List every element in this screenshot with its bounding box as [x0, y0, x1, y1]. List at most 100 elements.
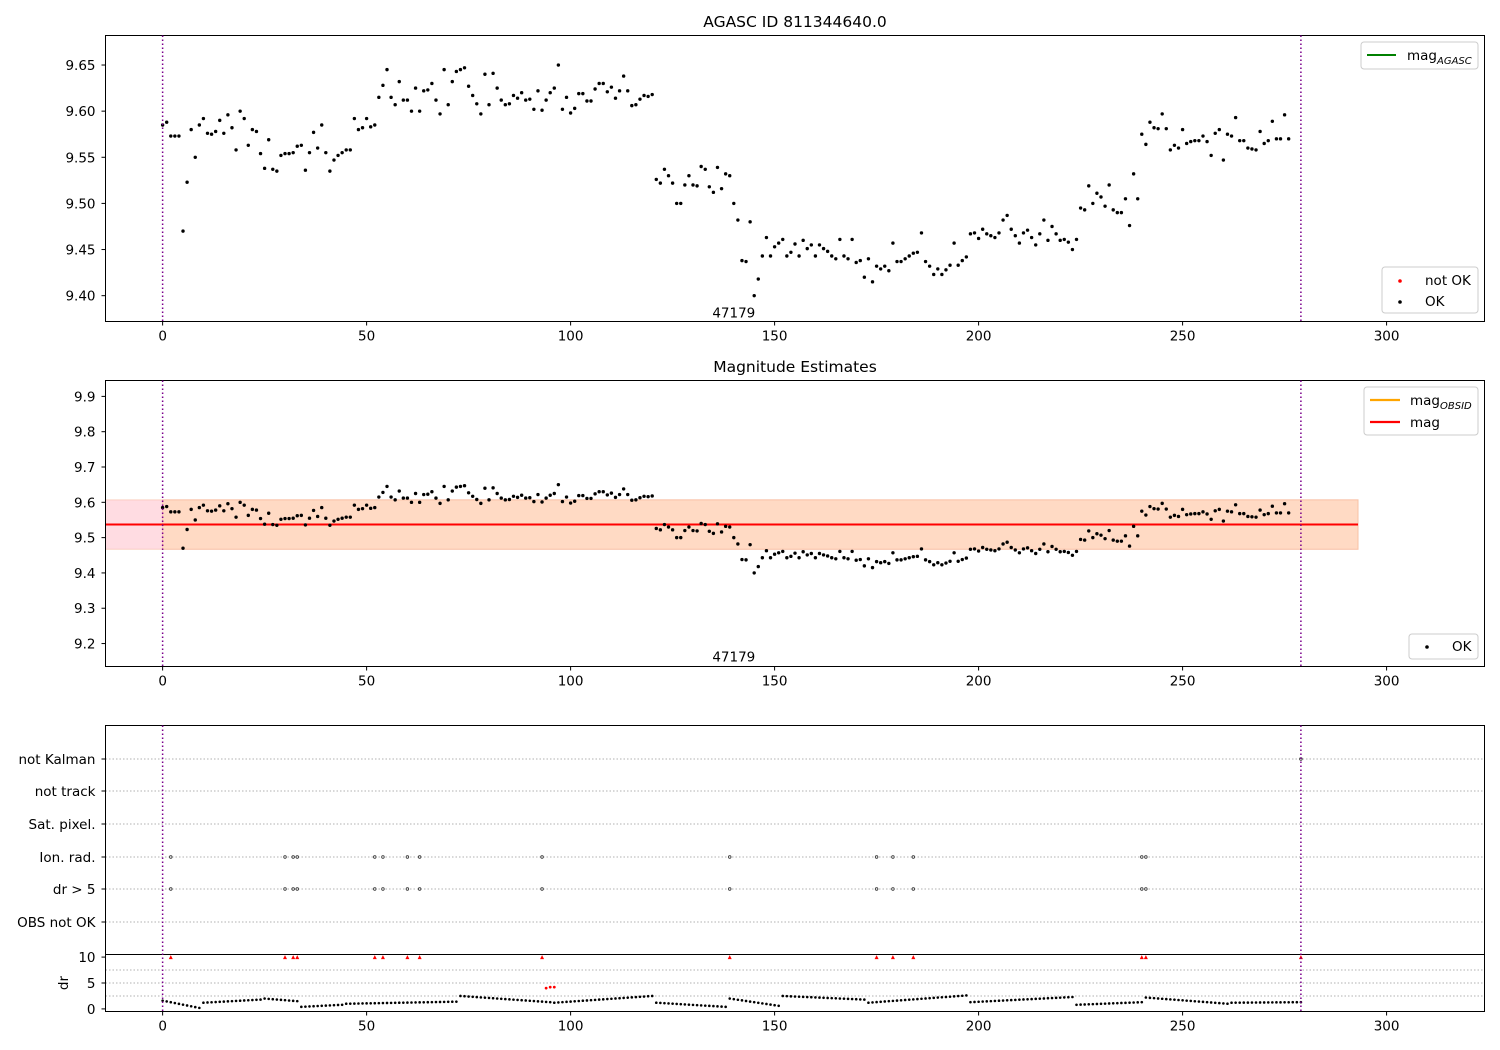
ok-point [491, 486, 495, 490]
ok-point [695, 184, 699, 188]
y-tick-label: 9.5 [74, 531, 95, 547]
ok-point [1111, 538, 1115, 542]
flag-point [911, 855, 916, 859]
ok-point [1160, 112, 1164, 116]
dr-outlier-point [544, 986, 548, 990]
x-tick-label: 200 [966, 1019, 992, 1035]
ok-point [1029, 548, 1034, 553]
dr-gridlines [105, 969, 1485, 997]
dr-point [1124, 1001, 1127, 1005]
dr-point [761, 1002, 764, 1005]
mag-legend-label: mag [1410, 415, 1440, 431]
dr-point [1071, 995, 1074, 999]
ok-point [899, 558, 903, 562]
ok-point [642, 494, 646, 499]
ok-point [470, 494, 475, 499]
dr-point [357, 1002, 360, 1005]
dr-point [642, 995, 646, 998]
flags-panel: not Kalman not track Sat. pixel. Ion. rad. d… [17, 725, 1485, 955]
ok-point [952, 551, 956, 555]
ok-point [1184, 141, 1189, 146]
agasc-x-ticks: 0 50 100 150 200 250 300 [158, 321, 1400, 345]
agasc-panel: AGASC ID 811344640.0 47179 0 50 100 150 200 2… [65, 13, 1485, 345]
ok-point [589, 99, 593, 103]
dr-point [1185, 999, 1188, 1002]
ok-point [279, 517, 283, 521]
dr-point [797, 995, 801, 998]
ok-point [1180, 507, 1185, 512]
dr-point [1054, 996, 1058, 1000]
ok-point [540, 108, 544, 112]
ok-point [487, 102, 491, 107]
ok-point [1246, 514, 1250, 519]
ok-point [524, 98, 528, 102]
ok-point [352, 116, 357, 121]
dr-point [1164, 997, 1168, 1001]
ok-point [287, 516, 291, 521]
dr-point [1079, 1003, 1082, 1006]
dr-point [1099, 1002, 1103, 1006]
dr-point [1169, 998, 1172, 1001]
dr-point [842, 997, 846, 1000]
ok-point [605, 90, 610, 94]
ok-point [915, 250, 920, 255]
x-tick-label: 50 [358, 1019, 375, 1035]
agasc-plot-frame [105, 35, 1485, 322]
dr-point [765, 1002, 768, 1006]
dr-points [161, 955, 1303, 1010]
ok-point [177, 134, 181, 138]
ok-point [801, 550, 805, 554]
ok-point [768, 556, 773, 560]
dr-point [353, 1002, 356, 1005]
ok-point [683, 528, 687, 533]
agasc-legend-label: magAGASC [1407, 48, 1472, 67]
ok-point [719, 530, 724, 534]
dr-point [1148, 996, 1152, 1000]
ok-point [442, 67, 446, 72]
dr-point [316, 1004, 319, 1008]
dr-point [1258, 1001, 1262, 1004]
ok-point [218, 504, 222, 508]
ok-point [838, 549, 842, 554]
ok-point [626, 492, 630, 497]
ok-point [515, 96, 520, 100]
dr-point [214, 1000, 217, 1004]
ok-point [1262, 512, 1266, 517]
ok-point [878, 560, 883, 565]
ok-point [915, 554, 920, 559]
dr-point [601, 998, 605, 1001]
dr-point [952, 995, 956, 998]
ok-point [454, 69, 459, 74]
ok-point [728, 174, 732, 178]
dr-point [1005, 999, 1009, 1002]
ok-point [699, 521, 703, 526]
ok-point [540, 500, 544, 504]
x-tick-label: 150 [762, 674, 788, 690]
ok-point [1144, 142, 1148, 147]
x-tick-label: 300 [1374, 329, 1400, 345]
ok-point [821, 246, 826, 251]
flag-row-label: dr > 5 [53, 882, 96, 898]
ok-point [923, 259, 928, 264]
ok-point [1168, 148, 1173, 152]
dr-point [181, 1003, 185, 1006]
ok-point [1001, 542, 1005, 546]
ok-point [854, 260, 858, 265]
ok-point [825, 249, 830, 254]
ok-point [438, 501, 442, 506]
ok-point [511, 93, 516, 98]
ok-point [275, 523, 279, 527]
x-tick-label: 250 [1170, 329, 1196, 345]
ok-point [201, 503, 206, 507]
ok-point [450, 79, 454, 84]
dr-point [1156, 997, 1160, 1000]
dr-point [1050, 996, 1054, 1000]
ok-point [1038, 547, 1042, 551]
ok-point [246, 143, 250, 147]
ok-point [752, 571, 756, 575]
ok-point [711, 531, 716, 536]
ok-point [364, 503, 369, 507]
ok-point [768, 254, 773, 258]
ok-point [377, 95, 381, 100]
ok-point [1156, 507, 1160, 511]
